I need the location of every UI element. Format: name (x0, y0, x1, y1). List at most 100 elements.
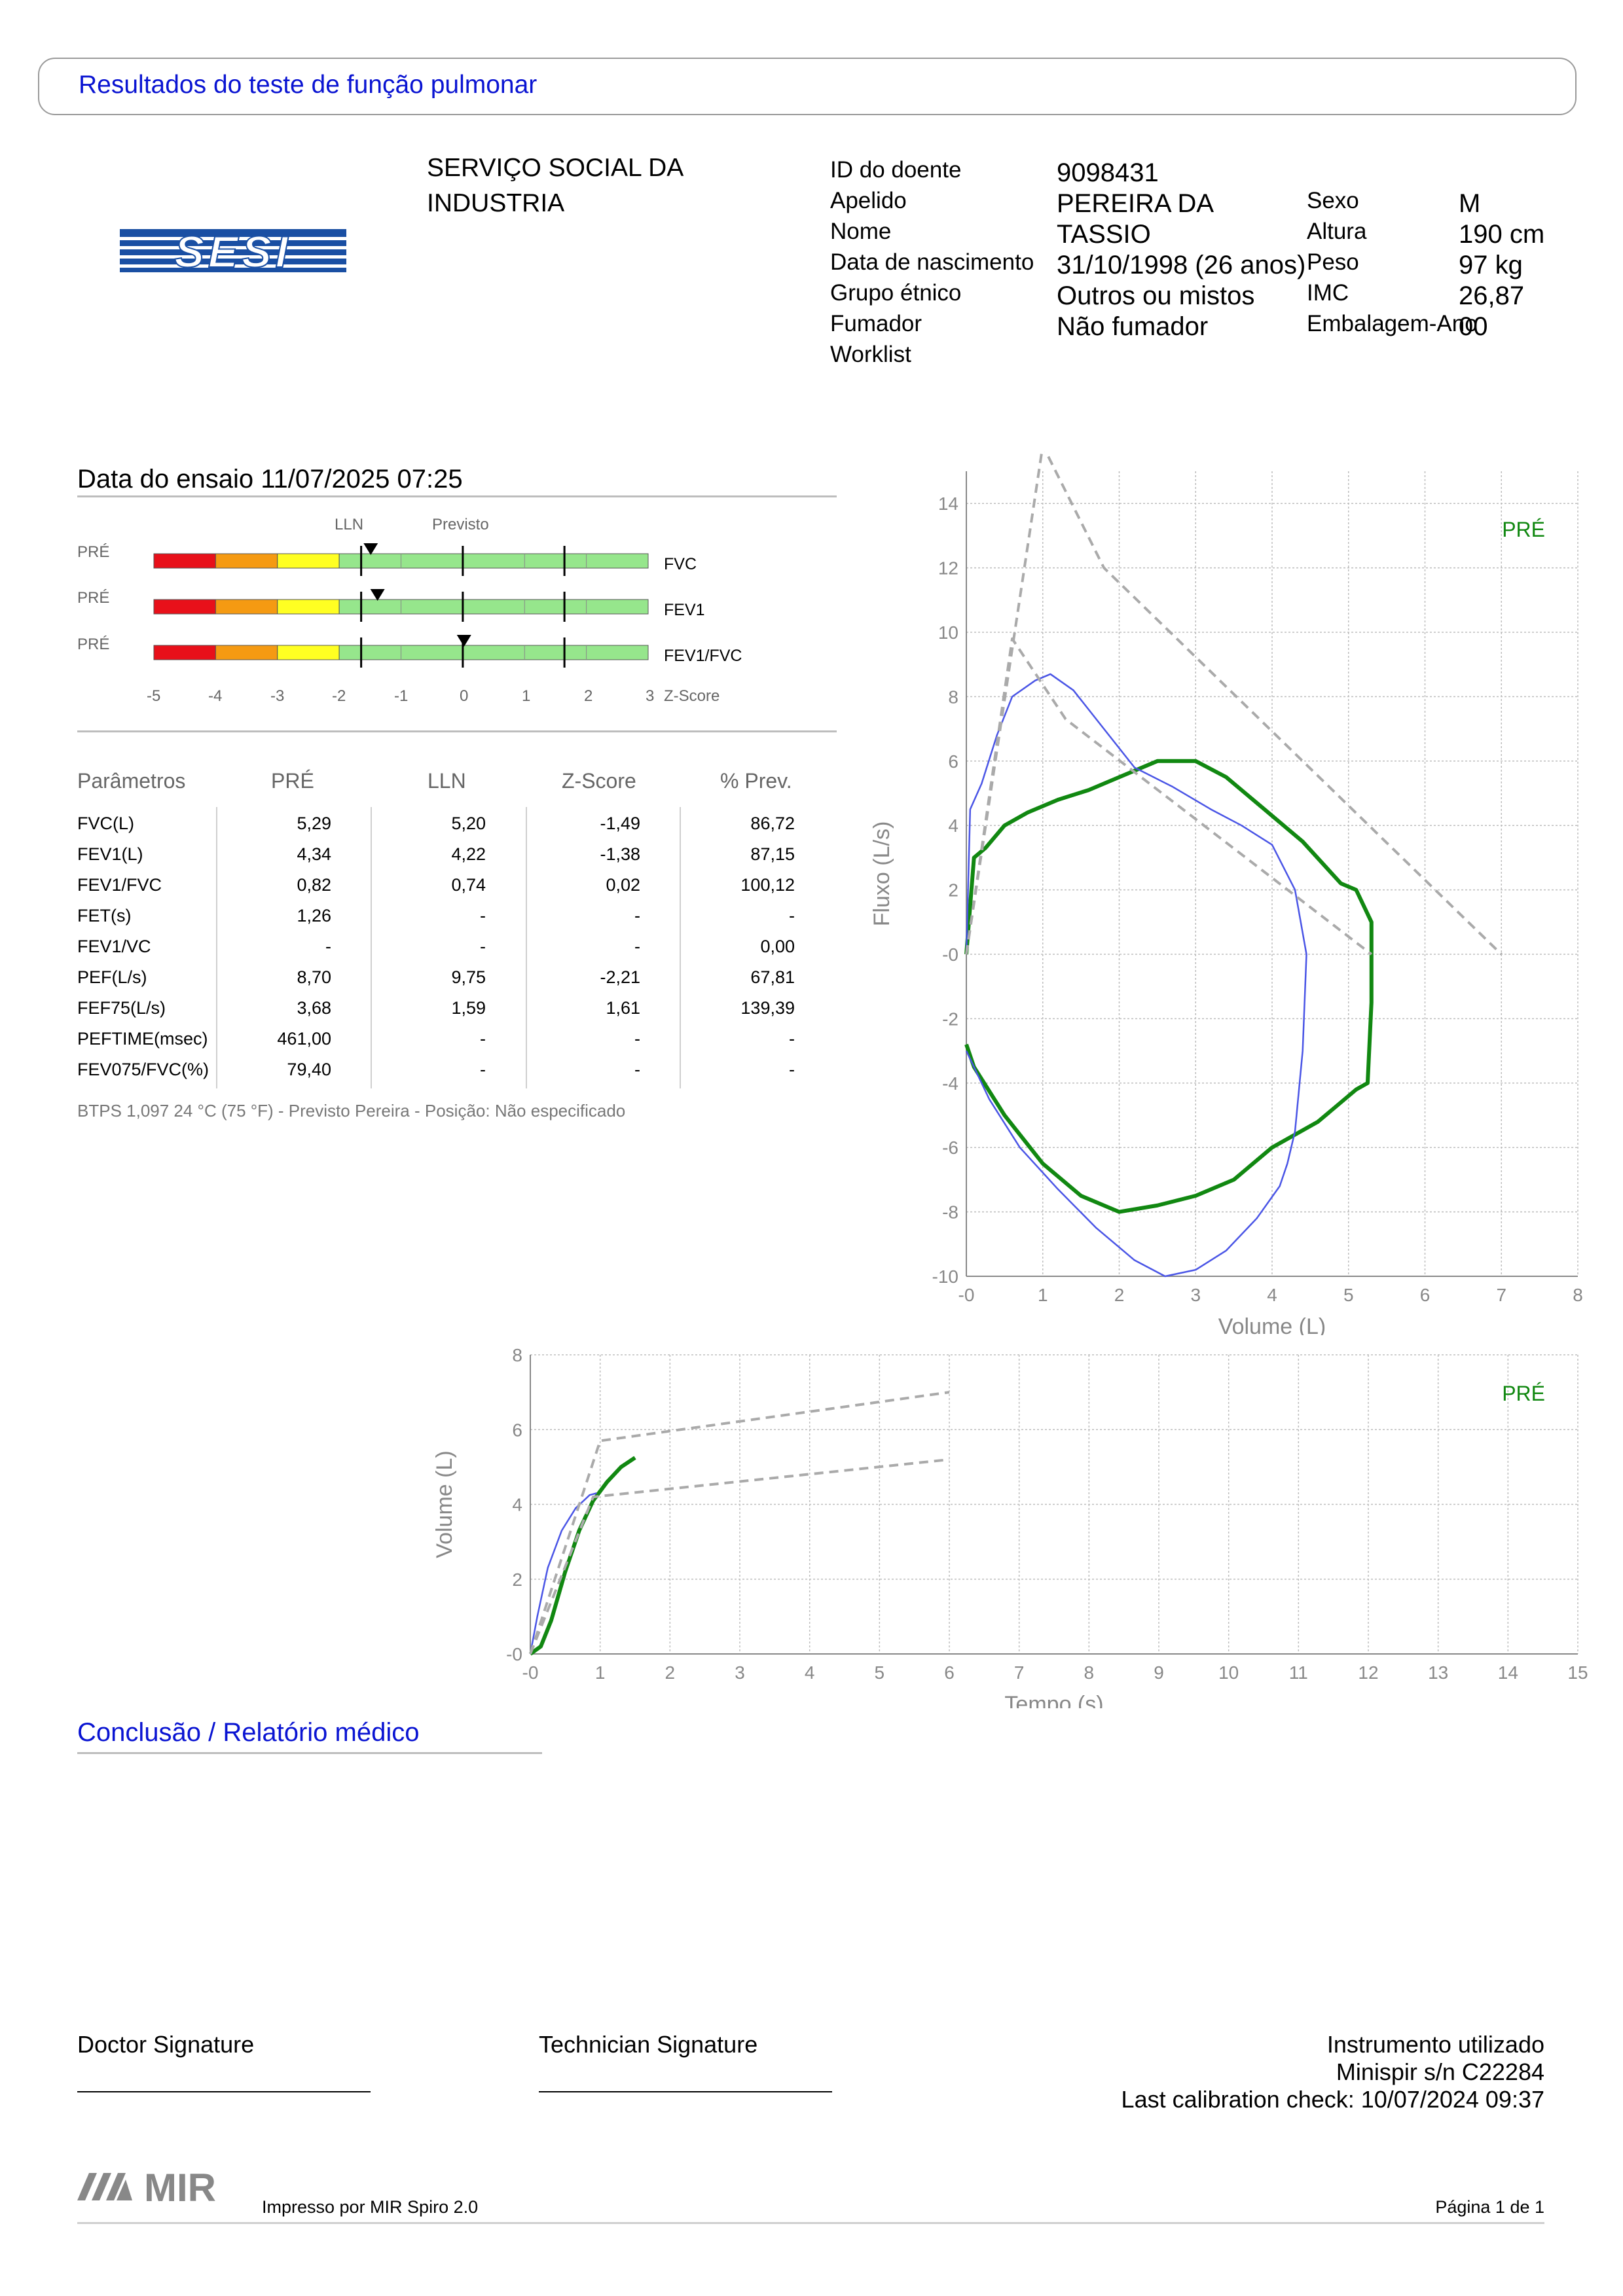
zscore-segment (215, 599, 278, 615)
weight-label: Peso (1307, 249, 1359, 275)
x-tick-label: -0 (958, 1285, 975, 1305)
param-prev: 100,12 (740, 875, 795, 895)
mir-logo: MIR (77, 2166, 228, 2210)
x-tick-label: 3 (735, 1662, 745, 1683)
y-tick-label: 2 (948, 880, 958, 901)
sex-label: Sexo (1307, 188, 1359, 213)
x-tick-label: 4 (1267, 1285, 1277, 1305)
organization-name: SERVIÇO SOCIAL DA INDUSTRIA (427, 151, 684, 221)
zrow-pre-label: PRÉ (77, 543, 110, 561)
x-tick-label: 6 (1420, 1285, 1431, 1305)
param-z: - (634, 1060, 640, 1079)
y-tick-label: 2 (512, 1570, 522, 1590)
zscore-value-marker (456, 635, 471, 647)
series-pred (529, 1391, 950, 1655)
zrow-name: FEV1/FVC (664, 647, 742, 665)
calibration-check: Last calibration check: 10/07/2024 09:37 (1121, 2086, 1544, 2113)
sex: M (1459, 189, 1481, 218)
param-name: FVC(L) (77, 814, 134, 833)
doctor-signature-line[interactable] (77, 2091, 371, 2092)
zrow-pre-label: PRÉ (77, 636, 110, 653)
x-tick-label: 6 (944, 1662, 955, 1683)
param-z: - (634, 937, 640, 956)
y-tick-label: -8 (942, 1202, 958, 1223)
surname-label: Apelido (830, 188, 907, 213)
series-other (529, 1492, 597, 1655)
zscore-segment (215, 553, 278, 569)
zscore-value-marker (370, 589, 385, 601)
param-name: FEV1(L) (77, 844, 143, 864)
col-header: Parâmetros (77, 769, 186, 793)
zscore-segment (338, 645, 649, 660)
z-axis-label: Z-Score (664, 687, 720, 705)
col-header: LLN (428, 769, 466, 793)
y-tick-label: 4 (948, 816, 958, 836)
zscore-panel: LLN Previsto PRÉ PRÉ PRÉ FVC FEV1 FEV1/F… (65, 511, 851, 720)
technician-signature-label: Technician Signature (539, 2031, 758, 2058)
param-prev: - (789, 1060, 795, 1079)
technician-signature-line[interactable] (539, 2091, 832, 2092)
zscore-segment (153, 553, 216, 569)
x-tick-label: 9 (1154, 1662, 1164, 1683)
report-header: Resultados do teste de função pulmonar (38, 58, 1577, 115)
doctor-signature-label: Doctor Signature (77, 2031, 255, 2058)
table-row: FEF75(L/s) 3,68 1,59 1,61 139,39 (77, 993, 837, 1024)
x-tick-label: 1 (595, 1662, 606, 1683)
organization-line2: INDUSTRIA (427, 189, 565, 217)
z-tick: 3 (646, 687, 655, 705)
param-prev: - (789, 1029, 795, 1049)
param-name: FEV075/FVC(%) (77, 1060, 210, 1079)
x-tick-label: 5 (1343, 1285, 1354, 1305)
param-z: 1,61 (606, 998, 640, 1018)
series-pre (964, 759, 1374, 1214)
param-z: -1,49 (600, 814, 640, 833)
table-row: FEV075/FVC(%) 79,40 - - - (77, 1054, 837, 1085)
col-header: Z-Score (562, 769, 636, 793)
name-label: Nome (830, 219, 892, 244)
param-name: FET(s) (77, 906, 132, 925)
param-prev: 87,15 (750, 844, 795, 864)
table-row: FEV1/VC - - - 0,00 (77, 931, 837, 962)
series-pre (529, 1456, 636, 1656)
z-tick: 2 (584, 687, 593, 705)
param-z: -1,38 (600, 844, 640, 864)
x-tick-label: -0 (522, 1662, 539, 1683)
zscore-segment (338, 599, 649, 615)
series-pred (965, 637, 1372, 956)
bmi-label: IMC (1307, 280, 1349, 306)
param-name: FEV1/FVC (77, 875, 162, 895)
param-lln: - (480, 937, 486, 956)
param-z: - (634, 1029, 640, 1049)
x-tick-label: 2 (665, 1662, 676, 1683)
z-tick: -5 (147, 687, 161, 705)
height-label: Altura (1307, 219, 1367, 244)
col-header: % Prev. (720, 769, 792, 793)
col-divider (526, 807, 527, 1088)
x-axis-label: Tempo (s) (1004, 1692, 1103, 1708)
z-tick: 1 (522, 687, 531, 705)
x-tick-label: 7 (1014, 1662, 1025, 1683)
sesi-logo: SESI (120, 226, 346, 278)
zrow-name: FVC (664, 555, 697, 573)
param-prev: 0,00 (760, 937, 795, 956)
divider (77, 730, 837, 732)
zscore-segment (153, 645, 216, 660)
col-header: PRÉ (271, 769, 314, 793)
x-tick-label: 2 (1114, 1285, 1125, 1305)
table-row: PEFTIME(msec) 461,00 - - - (77, 1024, 837, 1054)
pack-year-label: Embalagem-Ano (1307, 311, 1478, 336)
param-pre: 79,40 (287, 1060, 331, 1079)
organization-line1: SERVIÇO SOCIAL DA (427, 154, 684, 182)
y-tick-label: 8 (512, 1345, 522, 1365)
smoker-label: Fumador (830, 311, 922, 336)
param-pre: - (325, 937, 331, 956)
param-prev: 86,72 (750, 814, 795, 833)
param-lln: 1,59 (451, 998, 486, 1018)
zscore-bars (153, 543, 649, 668)
table-row: FVC(L) 5,29 5,20 -1,49 86,72 (77, 808, 837, 839)
y-tick-label: 8 (948, 687, 958, 707)
ethnic-label: Grupo étnico (830, 280, 962, 306)
col-divider (216, 807, 217, 1088)
smoker: Não fumador (1057, 312, 1209, 341)
param-pre: 461,00 (277, 1029, 331, 1049)
